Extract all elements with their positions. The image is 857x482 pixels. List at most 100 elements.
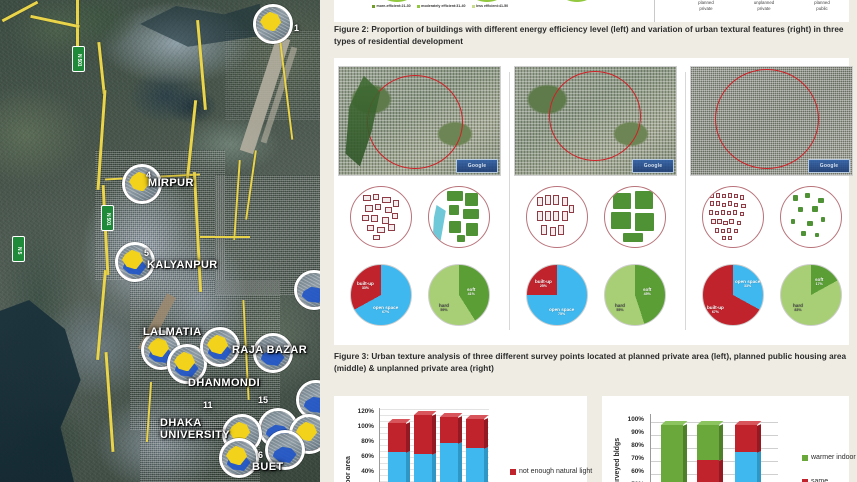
marker-footprint-yellow xyxy=(129,171,151,192)
marker-footprint-yellow xyxy=(229,421,251,442)
pie-slice-label-built-up: built-up 67% xyxy=(707,305,724,314)
place-label-kalyanpur: KALYANPUR xyxy=(147,259,218,271)
built-up-open-space-pie: built-up 25% open space 75% xyxy=(526,264,588,326)
chart-legend-same: same xyxy=(802,478,828,482)
place-label-raja-bazar: RAJA BAZAR xyxy=(232,344,308,356)
figure3-column-planned-private: Google xyxy=(338,66,501,338)
bar-segment-enough-light xyxy=(466,447,488,482)
bar-segment-not-enough-light xyxy=(440,413,463,445)
figure3-pie-row: built-up 33% open space 67% soft 41% xyxy=(338,262,501,330)
figure2-cat-unplanned-private: unplanned private xyxy=(753,0,775,11)
building-footprint-diagram xyxy=(526,186,588,248)
bar-segment-enough-light xyxy=(414,452,436,482)
figure3-pie-row: built-up 25% open space 75% soft 45% xyxy=(514,262,677,330)
building-footprint-diagram xyxy=(350,186,412,248)
y-tick: 120% xyxy=(357,408,374,415)
marker-footprint-blue xyxy=(260,349,285,366)
survey-point-marker[interactable] xyxy=(115,242,155,282)
survey-point-number: 1 xyxy=(294,23,300,33)
bar-segment-same xyxy=(697,459,723,482)
slice-label: soft xyxy=(643,287,652,292)
y-tick: 70% xyxy=(631,455,644,462)
y-tick: 100% xyxy=(627,416,644,423)
document-page: more-efficient:21-30 moderately efficien… xyxy=(320,0,857,482)
survey-point-marker[interactable] xyxy=(253,4,293,44)
survey-point-marker[interactable] xyxy=(219,438,259,478)
survey-point-number: 5 xyxy=(144,248,150,258)
figure2-pie-planned-public xyxy=(552,0,602,2)
slice-pct: 75% xyxy=(558,312,566,317)
figure2-pie-unplanned-private xyxy=(462,0,512,2)
marker-footprint-yellow xyxy=(122,249,144,270)
soft-hard-surface-pie: soft 45% hard 55% xyxy=(604,264,666,326)
slice-label: hard xyxy=(615,303,625,308)
google-watermark: Google xyxy=(456,159,498,173)
bar-column xyxy=(388,419,411,482)
slice-label: hard xyxy=(793,303,803,308)
bar-segment-cooler-indoor xyxy=(735,451,761,482)
figure-ground-row xyxy=(338,184,501,254)
survey-point-marker[interactable] xyxy=(200,327,240,367)
survey-point-marker[interactable] xyxy=(265,430,305,470)
green-space-diagram xyxy=(428,186,490,248)
chart-legend-not-enough-natural-light: not enough natural light xyxy=(510,468,592,475)
slice-pct: 55% xyxy=(616,308,624,313)
bar-segment-not-enough-light xyxy=(414,411,437,455)
marker-highlight-ring xyxy=(256,7,290,41)
bar-segment-not-enough-light xyxy=(388,419,411,453)
natural-light-chart-panel: floor area 120% 100% 80% 60% 40% 20% 0% xyxy=(334,396,592,482)
figure3-divider xyxy=(685,72,686,330)
bar-segment-warmer-indoor xyxy=(697,421,724,462)
bar-column xyxy=(440,413,463,482)
marker-footprint-yellow xyxy=(207,334,229,355)
pie-slice-label-built-up: built-up 33% xyxy=(357,281,374,290)
green-space-diagram xyxy=(780,186,842,248)
built-up-open-space-pie: built-up 33% open space 67% xyxy=(350,264,412,326)
shield-label: N 501 xyxy=(76,54,83,67)
legend-label: warmer indoor xyxy=(811,454,856,461)
indoor-temperature-chart-panel: n of surveyed bldgs 100% 90% 80% 70% 60%… xyxy=(602,396,856,482)
y-tick: 90% xyxy=(631,429,644,436)
highway-shield-icon: N 501 xyxy=(101,205,114,231)
slice-label: soft xyxy=(467,287,476,292)
chart-plot-area xyxy=(379,408,489,482)
figure3-column-unplanned-private: Google xyxy=(690,66,853,338)
slice-label: open space xyxy=(373,305,399,310)
legend-swatch xyxy=(510,468,516,475)
place-label-lalmatia: LALMATIA xyxy=(143,326,202,338)
survey-point-marker[interactable] xyxy=(253,333,293,373)
slice-pct: 67% xyxy=(711,310,720,315)
satellite-thumbnail[interactable]: Google xyxy=(338,66,501,176)
marker-footprint-yellow xyxy=(296,421,318,442)
figure2-pie-planned-private xyxy=(372,0,422,2)
figure2-legend: more-efficient:21-30 moderately efficien… xyxy=(372,4,508,8)
chart-legend-warmer-indoor: warmer indoor xyxy=(802,454,856,461)
survey-point-number: 11 xyxy=(203,400,213,410)
highway-shield-icon: N 501 xyxy=(72,46,85,72)
survey-point-marker[interactable] xyxy=(296,380,320,420)
survey-point-marker[interactable] xyxy=(122,164,162,204)
survey-point-number: 15 xyxy=(258,395,269,405)
survey-point-marker[interactable] xyxy=(167,344,207,384)
google-watermark: Google xyxy=(808,159,850,173)
slice-pct: 59% xyxy=(440,308,448,313)
satellite-thumbnail[interactable]: Google xyxy=(514,66,677,176)
y-tick: 40% xyxy=(361,468,374,475)
figure3-column-planned-public: Google xyxy=(514,66,677,338)
highway-shield-icon: N 5 xyxy=(12,236,25,262)
legend-swatch xyxy=(802,478,808,482)
y-tick: 60% xyxy=(361,453,374,460)
pie-slice-label-soft: soft 45% xyxy=(643,287,651,296)
bar-segment-enough-light xyxy=(440,442,462,482)
legend-item-more-efficient: more-efficient:21-30 xyxy=(372,4,411,8)
bar-column xyxy=(735,421,762,482)
pie-slice-label-hard: hard 55% xyxy=(615,303,625,312)
slice-label: open space xyxy=(549,307,575,312)
pie-slice-label-soft: soft 41% xyxy=(467,287,475,296)
survey-radius-circle xyxy=(715,69,819,169)
place-label-buet: BUET xyxy=(252,461,284,473)
indoor-temperature-chart: n of surveyed bldgs 100% 90% 80% 70% 60%… xyxy=(602,396,856,482)
satellite-thumbnail[interactable]: Google xyxy=(690,66,853,176)
survey-point-marker[interactable] xyxy=(294,270,320,310)
dhaka-satellite-map[interactable]: N 501 N 501 N 5 1 4 5 xyxy=(0,0,320,482)
